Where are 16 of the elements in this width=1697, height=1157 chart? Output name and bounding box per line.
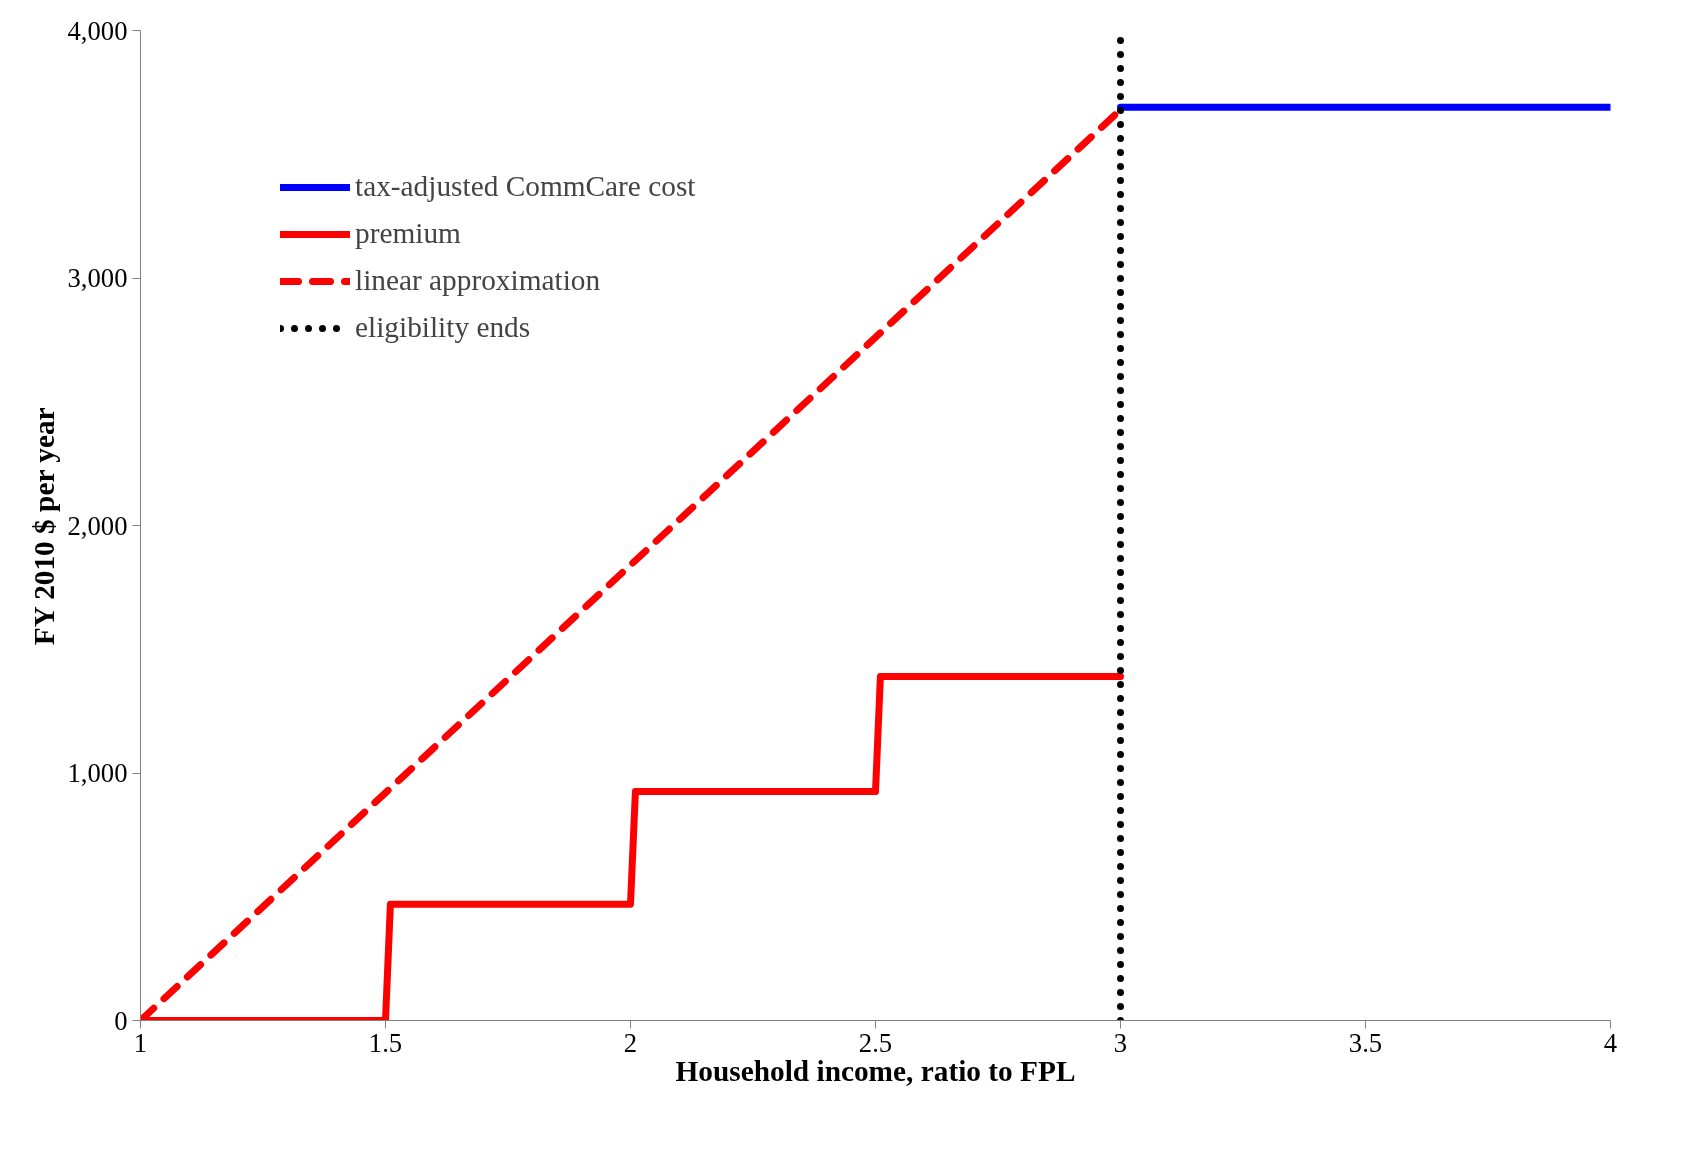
x-tick-label: 2	[623, 1027, 638, 1058]
x-tick-label: 4	[1603, 1027, 1618, 1058]
x-tick-label: 3	[1113, 1027, 1128, 1058]
y-tick-label: 1,000	[67, 758, 128, 788]
legend-label: premium	[355, 217, 461, 250]
legend-label: tax-adjusted CommCare cost	[355, 170, 696, 203]
legend-label: linear approximation	[355, 264, 601, 297]
y-tick-label: 0	[114, 1005, 128, 1036]
legend-label: eligibility ends	[355, 311, 531, 344]
x-tick-label: 1.5	[368, 1027, 403, 1058]
x-tick-label: 3.5	[1348, 1027, 1383, 1058]
y-tick-label: 3,000	[67, 263, 128, 293]
y-tick-label: 2,000	[67, 510, 128, 541]
y-tick-label: 4,000	[67, 15, 128, 46]
x-tick-label: 1	[133, 1027, 148, 1058]
y-axis-title: FY 2010 $ per year	[27, 407, 60, 646]
